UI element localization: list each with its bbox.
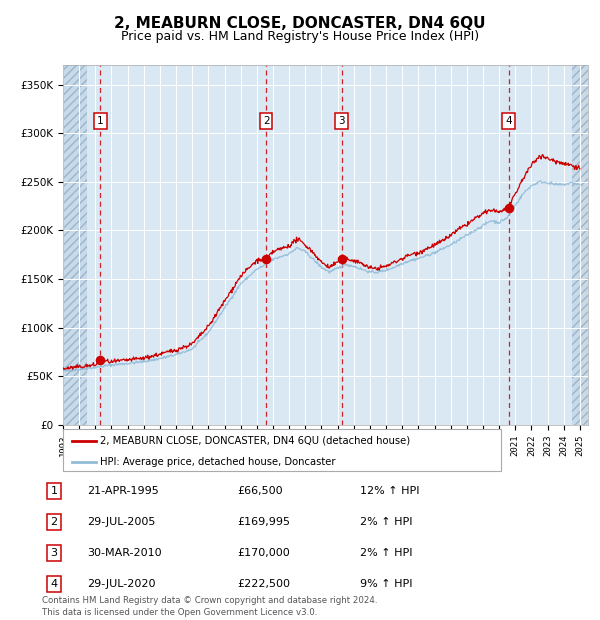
Text: £222,500: £222,500: [237, 579, 290, 589]
Text: 4: 4: [505, 116, 512, 126]
Text: HPI: Average price, detached house, Doncaster: HPI: Average price, detached house, Donc…: [100, 457, 336, 467]
Text: 30-MAR-2010: 30-MAR-2010: [87, 548, 161, 558]
Text: 21-APR-1995: 21-APR-1995: [87, 486, 159, 496]
Text: 29-JUL-2020: 29-JUL-2020: [87, 579, 155, 589]
Text: 3: 3: [338, 116, 345, 126]
Text: £66,500: £66,500: [237, 486, 283, 496]
Text: 2: 2: [50, 517, 58, 527]
Point: [504, 203, 514, 213]
Text: 9% ↑ HPI: 9% ↑ HPI: [360, 579, 413, 589]
Point: [95, 355, 105, 365]
Text: 2, MEABURN CLOSE, DONCASTER, DN4 6QU (detached house): 2, MEABURN CLOSE, DONCASTER, DN4 6QU (de…: [100, 436, 410, 446]
Text: 3: 3: [50, 548, 58, 558]
Text: Contains HM Land Registry data © Crown copyright and database right 2024.
This d: Contains HM Land Registry data © Crown c…: [42, 596, 377, 617]
Point: [262, 255, 271, 265]
Text: 2% ↑ HPI: 2% ↑ HPI: [360, 517, 413, 527]
Text: 2% ↑ HPI: 2% ↑ HPI: [360, 548, 413, 558]
Text: £170,000: £170,000: [237, 548, 290, 558]
Text: Price paid vs. HM Land Registry's House Price Index (HPI): Price paid vs. HM Land Registry's House …: [121, 30, 479, 43]
Text: 1: 1: [50, 486, 58, 496]
Text: 4: 4: [50, 579, 58, 589]
Text: 29-JUL-2005: 29-JUL-2005: [87, 517, 155, 527]
Text: 1: 1: [97, 116, 104, 126]
Point: [337, 255, 346, 265]
Text: 2, MEABURN CLOSE, DONCASTER, DN4 6QU: 2, MEABURN CLOSE, DONCASTER, DN4 6QU: [114, 16, 486, 30]
Text: 12% ↑ HPI: 12% ↑ HPI: [360, 486, 419, 496]
Text: £169,995: £169,995: [237, 517, 290, 527]
Text: 2: 2: [263, 116, 269, 126]
